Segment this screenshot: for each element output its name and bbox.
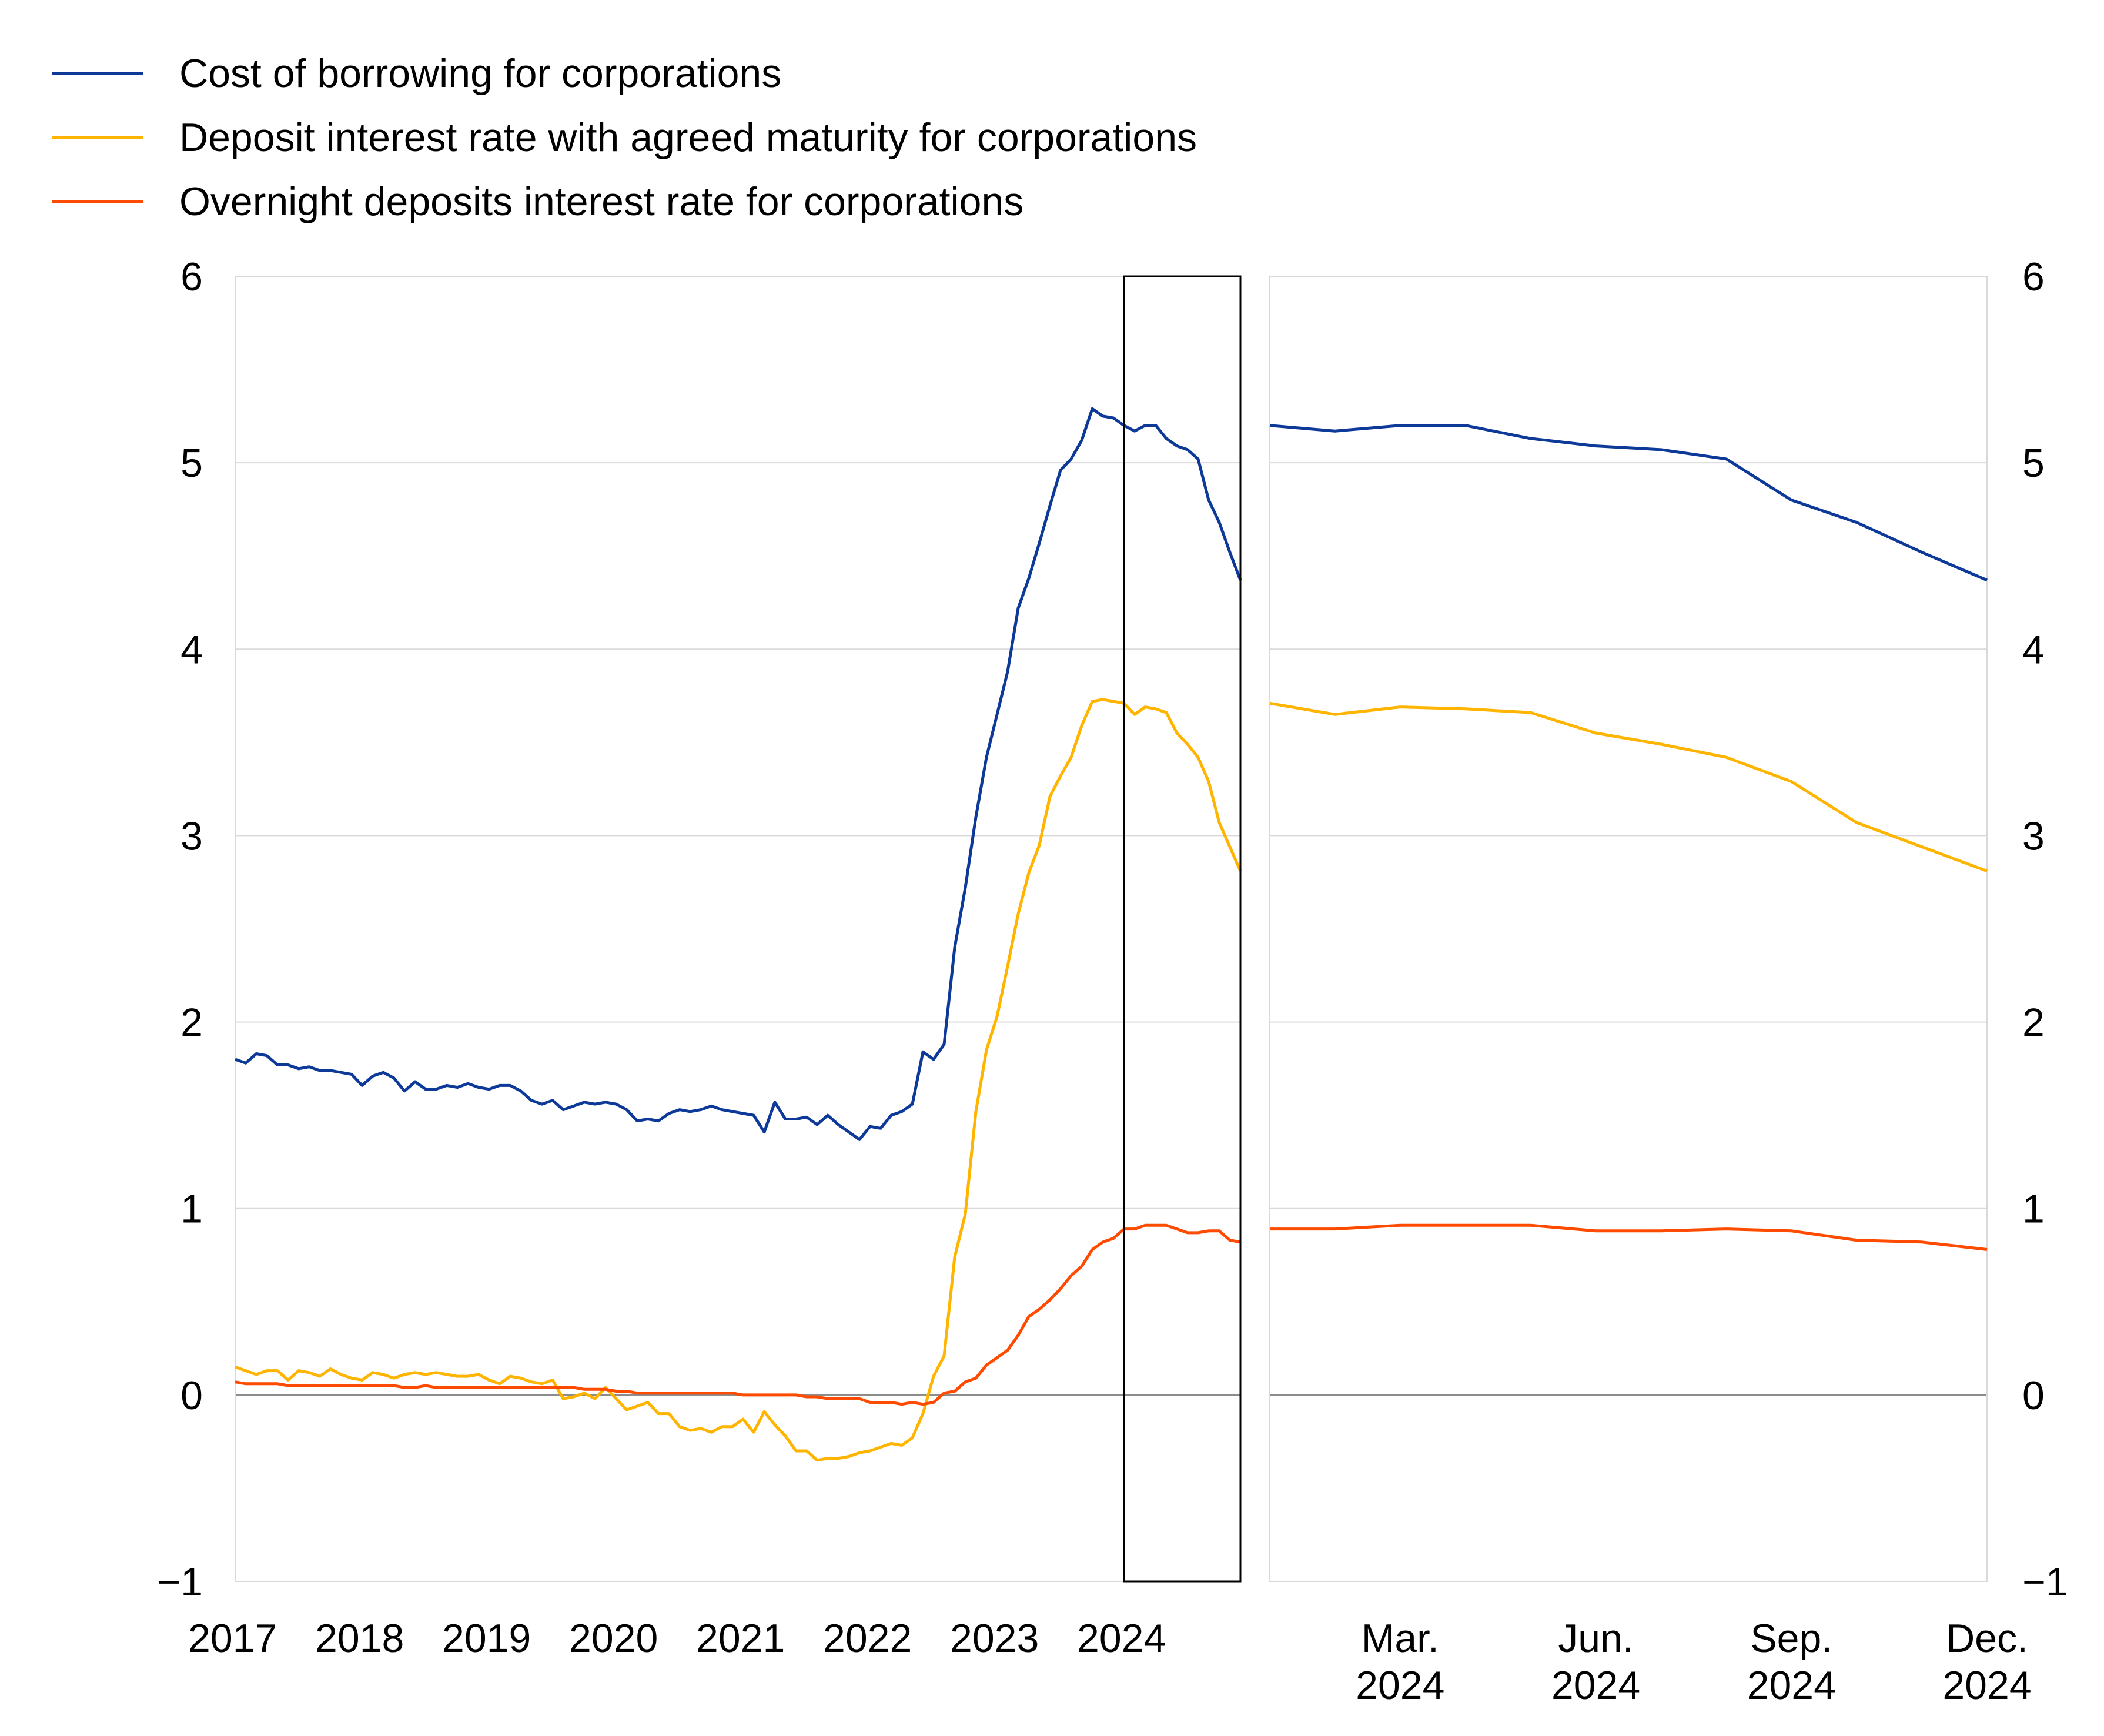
y-tick-label-left: 3 bbox=[180, 814, 203, 858]
series-line-left-borrowing bbox=[235, 407, 1242, 1141]
plot-frame-right bbox=[1269, 276, 1988, 1582]
x-tick-label-left: 2021 bbox=[696, 1616, 785, 1661]
y-tick-label-right: 6 bbox=[2022, 255, 2045, 299]
x-tick-label-right-month: Dec. bbox=[1946, 1616, 2028, 1661]
y-tick-label-left: 0 bbox=[180, 1373, 203, 1418]
y-tick-label-right: 0 bbox=[2022, 1373, 2045, 1418]
x-tick-label-right-year: 2024 bbox=[1942, 1663, 2031, 1708]
x-tick-label-right-month: Mar. bbox=[1362, 1616, 1439, 1661]
x-tick-label-right-month: Sep. bbox=[1750, 1616, 1832, 1661]
y-tick-label-left: 1 bbox=[180, 1187, 203, 1232]
x-tick-label-left: 2017 bbox=[188, 1616, 277, 1661]
y-tick-label-left: 5 bbox=[180, 441, 203, 486]
legend-swatch-borrowing bbox=[52, 71, 143, 75]
legend-swatch-deposit bbox=[52, 135, 143, 139]
legend-item-borrowing: Cost of borrowing for corporations bbox=[52, 41, 1197, 105]
x-tick-label-left: 2018 bbox=[315, 1616, 404, 1661]
series-line-right-borrowing bbox=[1269, 424, 1988, 582]
x-tick-label-right-year: 2024 bbox=[1747, 1663, 1836, 1708]
series-line-left-deposit bbox=[235, 698, 1242, 1462]
series-line-right-deposit bbox=[1269, 701, 1988, 873]
series-line-left-overnight bbox=[235, 1223, 1241, 1406]
x-tick-label-right-month: Jun. bbox=[1558, 1616, 1634, 1661]
x-tick-label-left: 2019 bbox=[442, 1616, 531, 1661]
y-tick-label-right: 2 bbox=[2022, 1001, 2045, 1045]
y-tick-label-right: 3 bbox=[2022, 814, 2045, 858]
x-tick-label-left: 2022 bbox=[823, 1616, 912, 1661]
legend-label-overnight: Overnight deposits interest rate for cor… bbox=[179, 179, 1024, 224]
y-tick-label-right: 4 bbox=[2022, 627, 2045, 672]
x-tick-label-left: 2023 bbox=[950, 1616, 1039, 1661]
y-tick-label-right: 1 bbox=[2022, 1187, 2045, 1232]
legend: Cost of borrowing for corporations Depos… bbox=[52, 41, 1197, 233]
series-line-right-overnight bbox=[1270, 1223, 1988, 1251]
legend-item-deposit: Deposit interest rate with agreed maturi… bbox=[52, 105, 1197, 169]
legend-item-overnight: Overnight deposits interest rate for cor… bbox=[52, 169, 1197, 233]
x-tick-label-right-year: 2024 bbox=[1356, 1663, 1444, 1708]
x-tick-label-left: 2024 bbox=[1077, 1616, 1166, 1661]
y-tick-label-left: −1 bbox=[157, 1560, 203, 1604]
y-tick-label-left: 6 bbox=[180, 255, 203, 299]
highlight-box bbox=[1123, 275, 1242, 1583]
legend-label-borrowing: Cost of borrowing for corporations bbox=[179, 51, 782, 96]
y-tick-label-right: 5 bbox=[2022, 441, 2045, 486]
y-tick-label-left: 2 bbox=[180, 1001, 203, 1045]
legend-swatch-overnight bbox=[52, 199, 143, 203]
x-tick-label-right-year: 2024 bbox=[1551, 1663, 1640, 1708]
y-tick-label-left: 4 bbox=[180, 627, 203, 672]
legend-label-deposit: Deposit interest rate with agreed maturi… bbox=[179, 115, 1197, 160]
x-tick-label-left: 2020 bbox=[569, 1616, 658, 1661]
y-tick-label-right: −1 bbox=[2022, 1560, 2068, 1604]
